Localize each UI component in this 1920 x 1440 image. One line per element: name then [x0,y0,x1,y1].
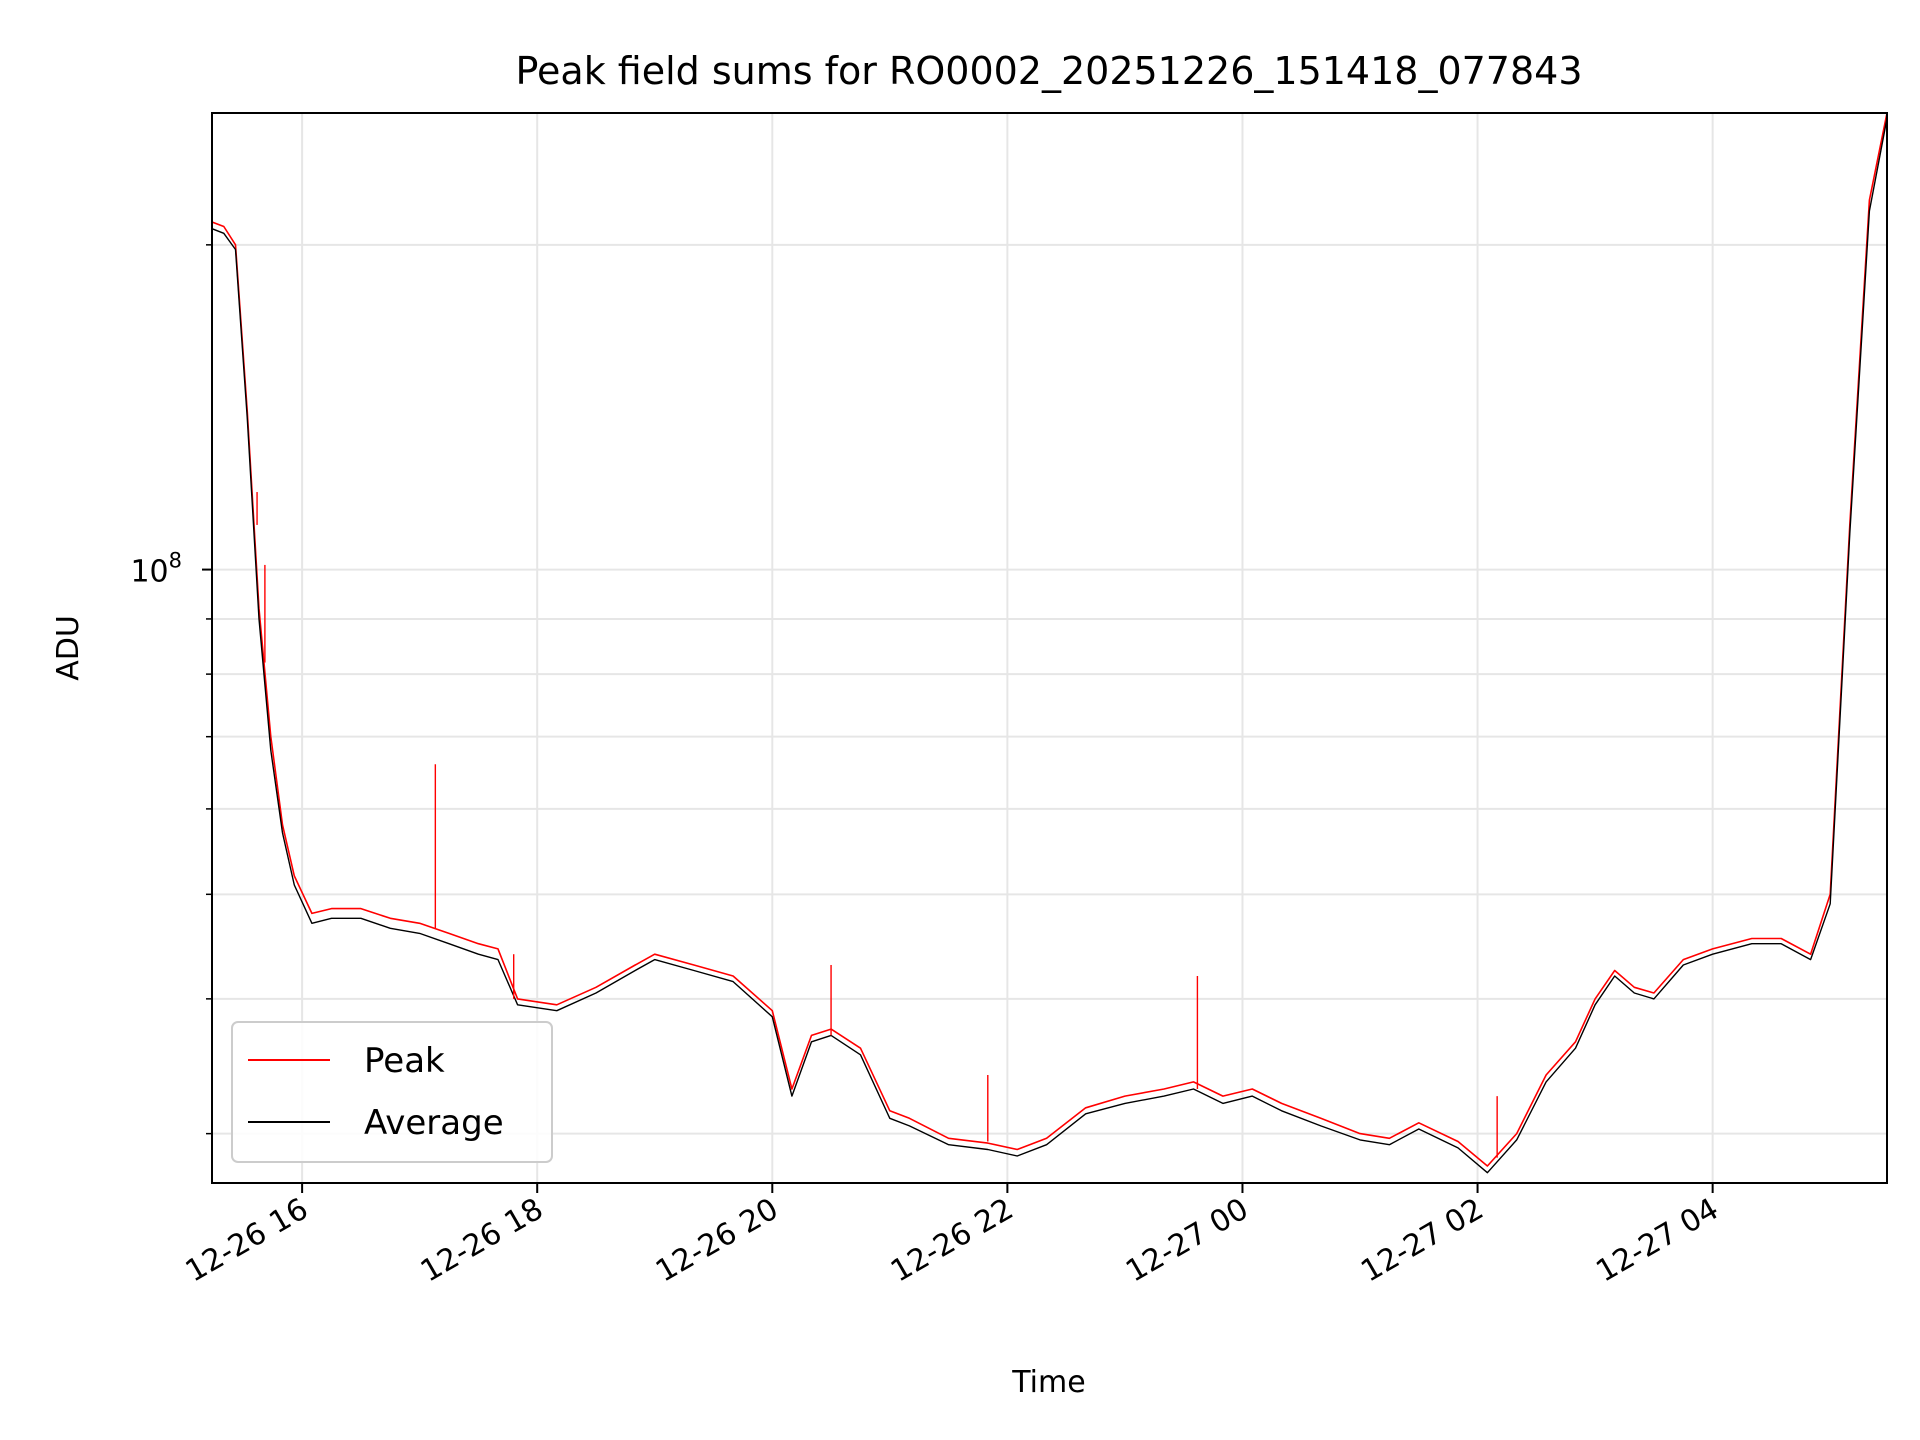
legend: Peak Average [231,1021,553,1163]
plot-frame [211,112,1888,1184]
legend-box [231,1021,553,1163]
series-line-average [212,118,1887,1174]
y-axis-label: ADU [51,615,86,681]
y-tick-label: 108 [130,549,182,590]
y-tick-label-base: 10 [130,555,168,590]
x-axis-label: Time [1011,1365,1085,1400]
legend-average-label: Average [364,1103,504,1143]
legend-peak-label: Peak [364,1041,445,1081]
plot-lines [212,113,1887,1174]
y-tick-label-exponent: 8 [169,549,182,573]
y-axis: 108 [130,244,212,1135]
chart-title: Peak field sums for RO0002_20251226_1514… [515,49,1582,93]
series-line-peak [212,113,1887,1167]
